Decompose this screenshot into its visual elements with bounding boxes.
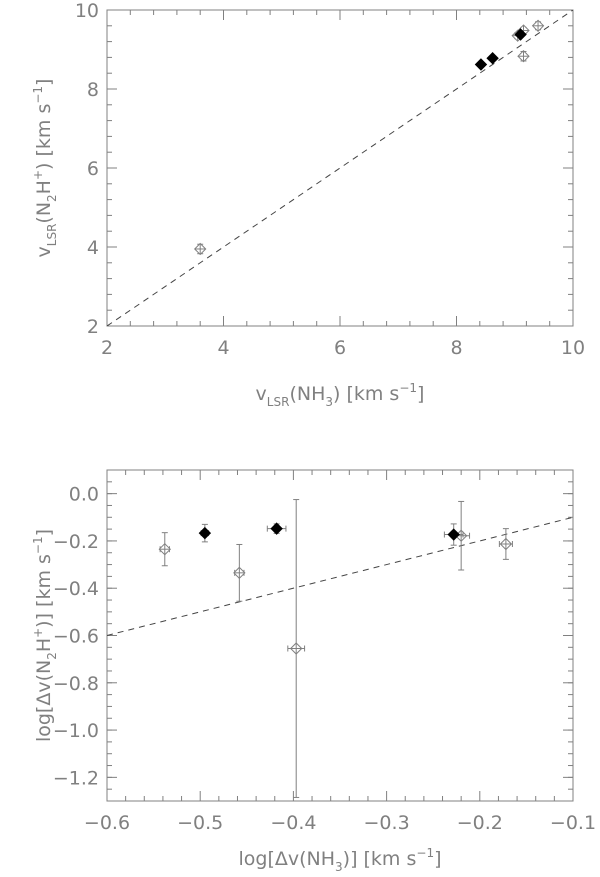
y-tick-label: 4 [87, 237, 99, 259]
x-tick-label: −0.2 [457, 812, 503, 834]
y-tick-label: 0.0 [69, 484, 99, 506]
data-point [452, 500, 471, 571]
y-tick-label: −0.6 [53, 626, 99, 648]
data-point [486, 51, 499, 65]
x-tick-label: −0.6 [84, 812, 130, 834]
data-point [531, 19, 545, 33]
data-point [158, 532, 171, 567]
data-point [233, 543, 246, 602]
filled-diamond-marker [198, 526, 212, 540]
data-point [287, 499, 306, 798]
y-tick-label: −0.2 [53, 531, 99, 553]
x-tick-label: 4 [217, 337, 229, 359]
x-tick-label: −0.3 [364, 812, 410, 834]
reference-line [107, 10, 573, 326]
y-tick-label: −1.2 [53, 767, 99, 789]
plot-frame [106, 469, 574, 802]
filled-diamond-marker [474, 58, 488, 71]
filled-diamond-marker [486, 51, 499, 65]
x-tick-label: 2 [101, 337, 113, 359]
top-panel-vlsr: 2 4 6 8 10 2 4 6 8 10 vLSR(NH3) [km s−1] vLSR(N2H+)… [31, 0, 585, 409]
data-point [517, 50, 530, 63]
filled-diamond-marker [514, 28, 527, 41]
x-tick-label: −0.5 [177, 812, 223, 834]
bottom-panel-linewidth: −0.6 −0.5 −0.4 −0.3 −0.2 −0.1 −1.2 −1.0 −0.8 −0.6… [31, 469, 596, 874]
y-tick-label: 6 [87, 158, 99, 180]
x-tick-label: 10 [561, 337, 585, 359]
data-point [443, 523, 464, 546]
y-tick-label: −1.0 [53, 720, 99, 742]
data-point [266, 522, 287, 535]
x-tick-label: 6 [334, 337, 346, 359]
y-tick-label: 10 [75, 0, 99, 22]
reference-line [107, 516, 573, 636]
y-tick-label: −0.8 [53, 673, 99, 695]
data-point [474, 58, 488, 71]
data-point [193, 242, 207, 256]
data-point [498, 528, 513, 560]
filled-diamond-marker [270, 522, 283, 535]
x-axis-label: log[Δv(NH3)] [km s−1] [238, 846, 441, 874]
y-tick-label: −0.4 [53, 578, 99, 600]
x-tick-label: −0.1 [550, 812, 596, 834]
filled-diamond-marker [447, 528, 460, 541]
x-tick-label: 8 [450, 337, 462, 359]
y-tick-label: 8 [87, 79, 99, 101]
data-point [198, 523, 212, 543]
x-tick-label: −0.4 [270, 812, 316, 834]
y-axis-label: vLSR(N2H+) [km s−1] [31, 79, 59, 258]
data-point [514, 28, 527, 41]
y-tick-label: 2 [87, 316, 99, 338]
x-axis-label: vLSR(NH3) [km s−1] [256, 381, 425, 409]
y-axis-label: log[Δv(N2H+)] [km s−1] [31, 529, 59, 742]
